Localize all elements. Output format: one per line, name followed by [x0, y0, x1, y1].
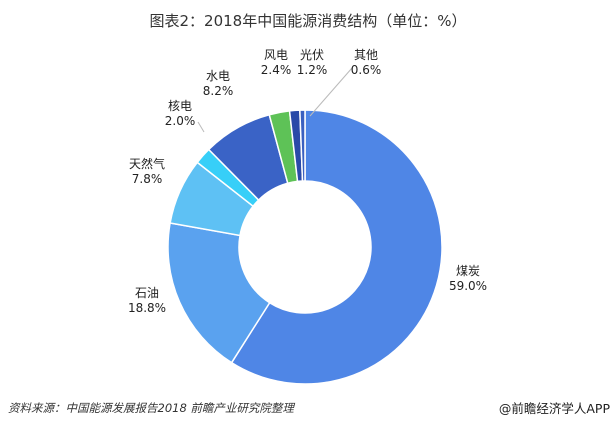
value-label-1: 18.8%	[128, 301, 166, 315]
category-label-4: 水电	[206, 69, 230, 83]
slice-0	[230, 109, 443, 385]
value-label-3: 2.0%	[165, 114, 196, 128]
category-label-6: 光伏	[300, 48, 324, 62]
category-label-7: 其他	[354, 48, 378, 62]
leader-line-3	[197, 121, 205, 133]
category-label-2: 天然气	[129, 156, 165, 171]
value-label-4: 8.2%	[203, 84, 234, 98]
slice-1	[167, 222, 271, 364]
value-label-0: 59.0%	[449, 279, 487, 293]
value-label-6: 1.2%	[297, 63, 328, 77]
category-label-0: 煤炭	[456, 264, 480, 278]
source-note: 资料来源：中国能源发展报告2018 前瞻产业研究院整理	[8, 401, 294, 415]
value-label-7: 0.6%	[351, 63, 382, 77]
brand-credit: @前瞻经济学人APP	[498, 401, 610, 416]
category-label-5: 风电	[264, 48, 288, 62]
chart-title: 图表2：2018年中国能源消费结构（单位：%）	[149, 12, 467, 30]
leader-line-7	[309, 67, 353, 117]
value-label-5: 2.4%	[261, 63, 292, 77]
value-label-2: 7.8%	[132, 172, 163, 186]
slices-group	[167, 109, 443, 385]
category-label-3: 核电	[168, 99, 192, 113]
category-label-1: 石油	[135, 286, 159, 300]
slice-7	[299, 109, 306, 182]
leader-lines-group	[197, 67, 353, 133]
